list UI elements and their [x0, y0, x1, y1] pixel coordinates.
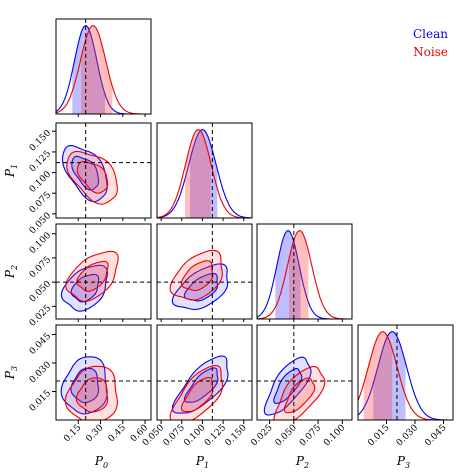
xtick-label-p0: 0.45 — [107, 423, 128, 444]
yaxis-label-sub: 3 — [10, 366, 19, 371]
yaxis-label-main: P — [3, 168, 17, 178]
diag-panel-p3 — [358, 325, 453, 420]
yaxis-label-main: P — [3, 370, 17, 380]
panel-frame-p2-p2 — [256, 223, 353, 320]
band-noise-p0 — [81, 25, 113, 114]
contour-noise-p3-p2-outer — [273, 366, 326, 420]
legend-entry-clean: Clean — [413, 27, 448, 41]
yaxis-label-sub: 2 — [10, 265, 19, 271]
panel-frame-p1-p1 — [156, 122, 253, 219]
panel-p3-p0 — [56, 325, 151, 420]
panel-frame-p2-p1 — [156, 223, 253, 320]
panel-p3-p1 — [157, 325, 252, 420]
contour-noise-p1-p0-outer — [66, 150, 118, 205]
contour-noise-p1-p0-inner — [76, 160, 109, 194]
xaxis-label-p0: P0 — [94, 454, 108, 468]
panel-frame-p3-p0 — [55, 324, 152, 421]
curve-clean-p2 — [257, 230, 352, 319]
panel-frame-p3-p1 — [156, 324, 253, 421]
curve-noise-p2 — [257, 230, 352, 319]
ytick-label-p1: 0.075 — [28, 190, 53, 215]
xaxis-label-p3: P3 — [396, 454, 410, 468]
ytick-label-p1: 0.100 — [28, 169, 53, 194]
xaxis-label-p1: P1 — [195, 454, 209, 468]
contour-noise-p2-p1-inner — [180, 260, 214, 292]
yaxis-label-p1: P1 — [3, 164, 19, 178]
xtick-label-p1: 0.100 — [182, 423, 207, 448]
panel-frame-p2-p0 — [55, 223, 152, 320]
yaxis-label-sub: 1 — [10, 164, 19, 169]
xaxis-label-main: P — [396, 454, 406, 468]
ytick-label-p2: 0.025 — [28, 303, 53, 328]
ytick-label-p1: 0.150 — [28, 128, 53, 153]
contour-clean-p2-p0-inner — [70, 273, 100, 303]
contour-noise-p3-p1-outer — [169, 364, 224, 420]
panel-frame-p3-p3 — [357, 324, 454, 421]
xaxis-label-main: P — [94, 454, 104, 468]
curve-noise-p1 — [157, 129, 252, 218]
ytick-label-p1: 0.125 — [28, 149, 53, 174]
legend-entry-noise: Noise — [413, 45, 448, 59]
xtick-label-p0: 0.15 — [62, 423, 83, 444]
curve-clean-p0 — [56, 25, 151, 114]
curve-clean-p1 — [157, 129, 252, 218]
panel-p2-p0 — [56, 224, 151, 319]
xtick-label-p3: 0.015 — [366, 423, 391, 448]
xaxis-label-sub: 1 — [204, 461, 209, 468]
band-clean-p1 — [190, 129, 218, 218]
ytick-label-p3: 0.045 — [28, 331, 53, 356]
xaxis-label-sub: 2 — [303, 461, 309, 468]
band-noise-p3 — [363, 331, 393, 420]
diag-panel-p0 — [56, 19, 151, 114]
xtick-label-p3: 0.030 — [395, 423, 420, 448]
xtick-label-p2: 0.050 — [274, 423, 299, 448]
xaxis-label-main: P — [295, 454, 305, 468]
xtick-label-p1: 0.150 — [224, 423, 249, 448]
band-noise-p1 — [185, 129, 211, 218]
panel-frame-p0-p0 — [55, 18, 152, 115]
panel-p1-p0 — [56, 123, 151, 218]
ytick-label-p3: 0.030 — [28, 360, 53, 385]
contour-noise-p2-p0-inner — [76, 260, 109, 292]
panel-p3-p2 — [257, 325, 352, 420]
panel-p2-p1 — [157, 224, 252, 319]
diag-panel-p2 — [257, 224, 352, 319]
ytick-label-p2: 0.100 — [28, 231, 53, 256]
xtick-label-p3: 0.045 — [423, 423, 448, 448]
xtick-label-p1: 0.075 — [162, 423, 187, 448]
contour-clean-p3-p1-outer — [171, 355, 229, 414]
contour-noise-p2-p0-outer — [65, 250, 119, 302]
xtick-label-p1: 0.125 — [203, 423, 228, 448]
xtick-label-p0: 0.30 — [84, 423, 105, 444]
xaxis-label-sub: 0 — [103, 461, 108, 468]
yaxis-label-main: P — [3, 269, 17, 279]
ytick-label-p3: 0.015 — [28, 388, 53, 413]
panel-frame-p1-p0 — [55, 122, 152, 219]
panel-frame-p3-p2 — [256, 324, 353, 421]
band-clean-p0 — [72, 25, 105, 114]
ytick-label-p2: 0.050 — [28, 279, 53, 304]
contour-noise-p3-p0-inner — [75, 377, 109, 413]
xaxis-label-sub: 3 — [405, 461, 410, 468]
diag-panel-p1 — [157, 123, 252, 218]
xtick-label-p2: 0.075 — [298, 423, 323, 448]
xaxis-label-p2: P2 — [295, 454, 309, 468]
yaxis-label-p2: P2 — [3, 265, 19, 279]
xaxis-label-main: P — [195, 454, 205, 468]
yaxis-label-p3: P3 — [3, 366, 19, 380]
contour-clean-p2-p0-outer — [60, 264, 108, 312]
xtick-label-p2: 0.025 — [249, 423, 274, 448]
ytick-label-p2: 0.075 — [28, 255, 53, 280]
xtick-label-p2: 0.100 — [322, 423, 347, 448]
ytick-label-p1: 0.050 — [28, 211, 53, 236]
contour-clean-p3-p1-inner — [183, 367, 219, 403]
